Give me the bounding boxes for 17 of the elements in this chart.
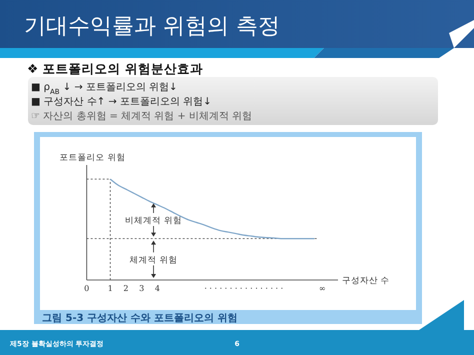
- x-tick-label: 1: [108, 284, 113, 293]
- text: ■ 구성자산 수↑ → 포트폴리오의 위험↓: [31, 96, 212, 108]
- text: ☞ 자산의 총위험 = 체계적 위험 + 비체계적 위험: [31, 111, 252, 122]
- y-axis-title: 포트폴리오 위험: [60, 153, 126, 163]
- chart-title: 기대수익률과 위험의 측정: [24, 14, 280, 39]
- text: ■ ρ$_{AB}$ ↓ → 포트폴리오의 위험↓: [31, 82, 178, 96]
- chart-subtitle: ❖ 포트폴리오의 위험분산효과: [27, 61, 203, 76]
- x-tick-label: 4: [154, 284, 160, 293]
- annotation: 비체계적 위험: [125, 216, 182, 226]
- x-tick-label: ∞: [318, 284, 326, 293]
- x-tick-label: 3: [139, 284, 144, 293]
- x-tick-label: · · · · · · · · · · · · · · · ·: [204, 284, 284, 293]
- x-axis-title: 구성자산 수: [342, 276, 390, 286]
- x-tick-label: 0: [84, 284, 90, 293]
- x-tick-label: 2: [123, 284, 129, 293]
- annotation: 체계적 위험: [130, 255, 178, 266]
- caption: 그림 5-3 구성자산 수와 포트폴리오의 위험: [42, 313, 238, 324]
